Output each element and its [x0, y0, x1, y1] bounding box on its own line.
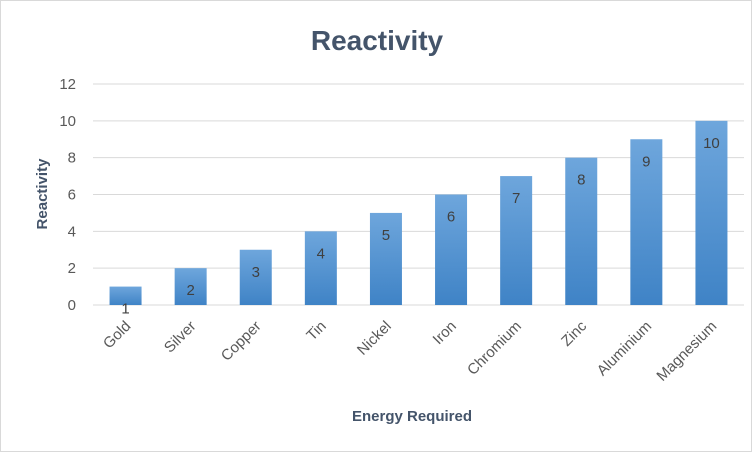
x-category-label: Chromium [464, 318, 525, 379]
y-tick-label: 10 [59, 113, 76, 130]
y-axis-title: Reactivity [34, 158, 51, 230]
data-label: 4 [317, 245, 325, 262]
bars [109, 120, 728, 305]
data-label: 3 [252, 264, 260, 281]
bar-silver [174, 268, 207, 305]
bar-chromium [500, 176, 533, 305]
bar-tin [304, 231, 337, 305]
data-label: 2 [186, 282, 194, 299]
data-label: 1 [121, 301, 129, 318]
bar-magnesium [695, 120, 728, 305]
data-label: 8 [577, 172, 585, 189]
y-tick-label: 12 [59, 76, 76, 93]
x-category-label: Iron [430, 318, 460, 348]
y-tick-label: 4 [68, 223, 76, 240]
x-axis-categories: Gold Silver Copper Tin Nickel Iron Chromium Zin… [100, 317, 720, 384]
x-category-label: Magnesium [653, 318, 720, 385]
y-tick-label: 6 [68, 187, 76, 204]
x-category-label: Copper [218, 318, 265, 365]
data-label: 7 [512, 190, 520, 207]
bar-nickel [369, 212, 402, 305]
x-category-label: Zinc [558, 317, 590, 349]
x-category-label: Tin [303, 318, 329, 344]
y-tick-label: 0 [68, 297, 76, 314]
y-tick-label: 2 [68, 260, 76, 277]
bar-aluminium [630, 139, 663, 305]
chart-title: Reactivity [311, 25, 444, 56]
data-labels: 1 2 3 4 5 6 7 8 9 10 [121, 135, 719, 318]
data-label: 10 [703, 135, 720, 152]
x-category-label: Silver [161, 318, 200, 357]
x-category-label: Gold [100, 318, 134, 352]
bar-copper [239, 249, 272, 305]
data-label: 5 [382, 227, 390, 244]
bar-gold [109, 286, 142, 305]
x-category-label: Aluminium [594, 318, 656, 380]
data-label: 9 [642, 153, 650, 170]
bar-zinc [565, 157, 598, 305]
y-axis-ticks: 0 2 4 6 8 10 12 [59, 76, 76, 314]
bar-iron [435, 194, 468, 305]
x-axis-title: Energy Required [352, 408, 472, 425]
x-category-label: Nickel [354, 318, 395, 359]
data-label: 6 [447, 209, 455, 226]
y-tick-label: 8 [68, 150, 76, 167]
